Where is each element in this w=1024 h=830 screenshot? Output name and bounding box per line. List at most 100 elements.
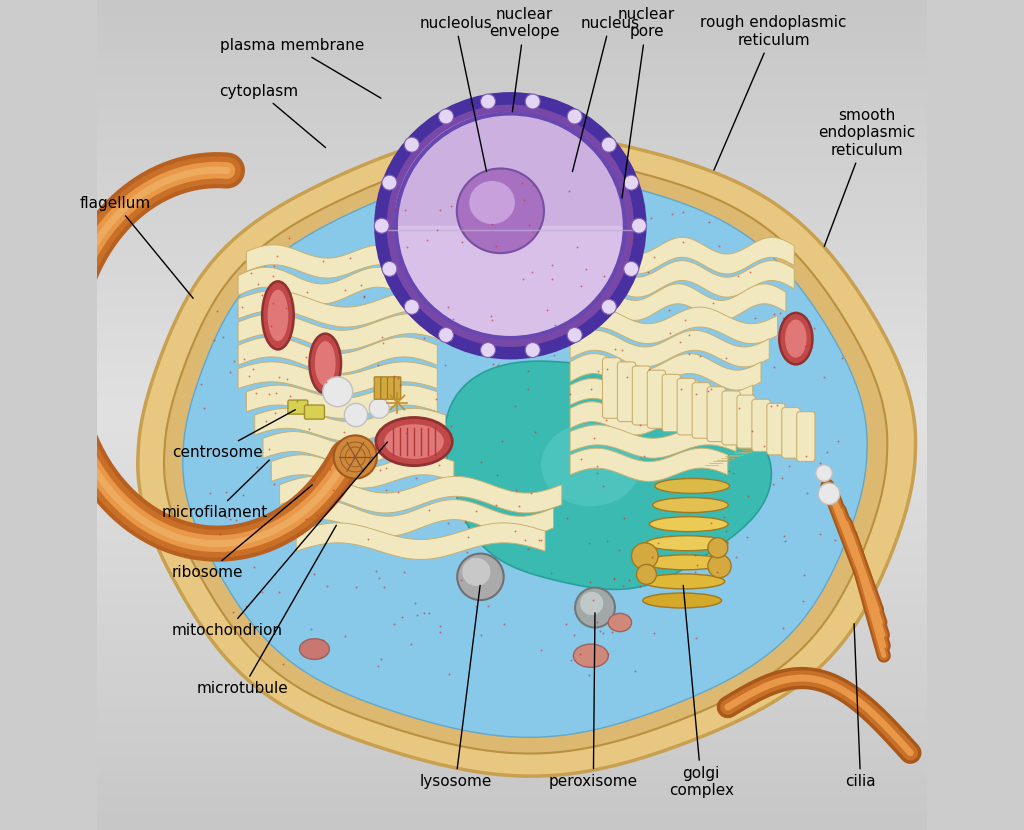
Bar <box>97 42 927 50</box>
Point <box>392 378 409 392</box>
Point <box>279 301 295 315</box>
Point <box>557 618 573 631</box>
Point <box>246 560 262 574</box>
Point <box>355 290 372 304</box>
Point <box>520 542 537 555</box>
Bar <box>97 315 927 324</box>
Bar <box>97 622 927 631</box>
Point <box>718 351 734 364</box>
Bar <box>97 739 927 747</box>
Bar <box>97 523 927 531</box>
Bar <box>97 108 927 116</box>
Point <box>322 462 338 476</box>
Circle shape <box>480 94 496 109</box>
Circle shape <box>601 137 616 152</box>
Bar <box>97 349 927 357</box>
Point <box>309 508 326 521</box>
Bar <box>97 407 927 415</box>
Point <box>360 532 377 545</box>
Point <box>731 402 748 415</box>
Point <box>572 647 589 660</box>
Point <box>709 565 725 579</box>
Bar <box>97 17 927 25</box>
Ellipse shape <box>654 478 729 493</box>
Point <box>410 608 426 622</box>
Ellipse shape <box>314 341 336 386</box>
Circle shape <box>404 137 419 152</box>
Polygon shape <box>239 337 437 374</box>
Bar <box>97 208 927 216</box>
Point <box>371 359 387 372</box>
Text: ribosome: ribosome <box>172 485 312 580</box>
Point <box>237 352 253 365</box>
Point <box>585 593 601 606</box>
Point <box>261 443 278 457</box>
Point <box>510 499 526 512</box>
Point <box>442 420 459 433</box>
Point <box>206 334 222 347</box>
Point <box>636 449 652 462</box>
Bar <box>97 133 927 141</box>
FancyBboxPatch shape <box>374 377 381 399</box>
Point <box>763 399 779 413</box>
Bar <box>97 481 927 490</box>
Point <box>283 389 299 403</box>
Point <box>303 622 319 636</box>
Point <box>624 232 640 245</box>
Point <box>507 483 523 496</box>
FancyBboxPatch shape <box>781 408 800 458</box>
Point <box>473 455 489 468</box>
Ellipse shape <box>457 168 544 253</box>
Circle shape <box>458 554 504 600</box>
Point <box>385 369 401 383</box>
Ellipse shape <box>643 593 722 608</box>
Bar <box>97 324 927 332</box>
Ellipse shape <box>541 423 641 506</box>
Bar <box>97 158 927 166</box>
Bar <box>97 780 927 788</box>
Ellipse shape <box>469 181 515 224</box>
Point <box>419 234 435 247</box>
Point <box>524 266 541 279</box>
Polygon shape <box>255 408 445 442</box>
Point <box>718 524 734 537</box>
Text: nucleus: nucleus <box>572 16 640 172</box>
Point <box>482 310 499 323</box>
Circle shape <box>382 261 397 276</box>
Point <box>263 320 280 333</box>
Bar <box>97 25 927 33</box>
Point <box>526 426 543 439</box>
FancyBboxPatch shape <box>677 378 695 435</box>
Polygon shape <box>239 267 462 304</box>
Point <box>589 460 605 473</box>
Ellipse shape <box>644 554 727 569</box>
Point <box>397 203 414 217</box>
Point <box>271 586 288 599</box>
Point <box>408 471 424 485</box>
Point <box>675 236 691 249</box>
Ellipse shape <box>267 290 289 341</box>
Circle shape <box>323 377 352 407</box>
Point <box>677 314 693 327</box>
Point <box>368 564 384 578</box>
Point <box>196 402 212 415</box>
Point <box>372 463 388 476</box>
Bar <box>97 788 927 797</box>
Point <box>266 478 283 491</box>
FancyBboxPatch shape <box>394 377 400 399</box>
Point <box>583 382 599 395</box>
Point <box>573 452 590 466</box>
Bar <box>97 747 927 755</box>
Point <box>440 516 457 530</box>
Point <box>699 384 716 398</box>
Point <box>738 530 755 544</box>
Point <box>254 585 270 598</box>
Point <box>390 485 407 498</box>
Polygon shape <box>570 284 785 320</box>
Point <box>672 335 688 349</box>
Point <box>440 667 457 681</box>
Point <box>834 351 850 364</box>
Circle shape <box>818 483 840 505</box>
Point <box>507 524 523 537</box>
FancyBboxPatch shape <box>663 374 681 432</box>
